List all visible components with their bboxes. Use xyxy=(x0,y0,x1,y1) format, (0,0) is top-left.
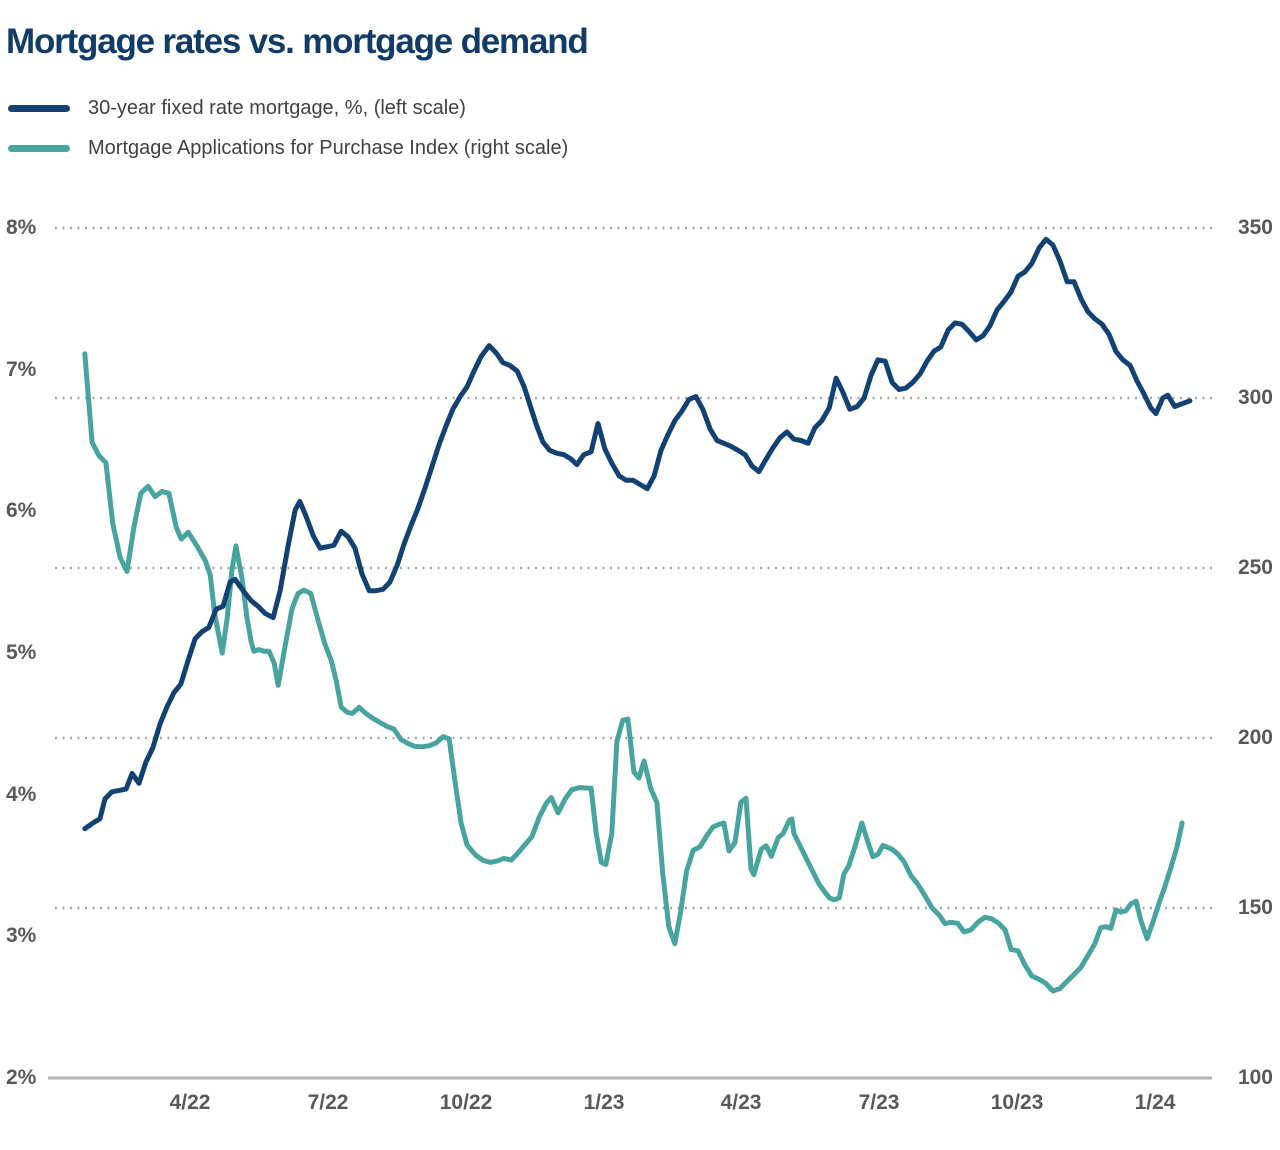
series-line-mortgage-rate-30yr xyxy=(82,236,1193,832)
y-axis-left-label-3pct: 3% xyxy=(6,924,37,947)
y-axis-right-label-150: 150 xyxy=(1237,896,1273,919)
x-axis-label-4-22: 4/22 xyxy=(169,1091,211,1114)
x-axis-label-1-24: 1/24 xyxy=(1134,1091,1176,1114)
legend-label-30yr-rate: 30-year fixed rate mortgage, %, (left sc… xyxy=(88,96,466,119)
page-title: Mortgage rates vs. mortgage demand xyxy=(6,22,589,61)
x-axis-label-4-23: 4/23 xyxy=(720,1091,762,1114)
y-axis-left-label-2pct: 2% xyxy=(6,1066,37,1089)
legend-item-purchase-index: Mortgage Applications for Purchase Index… xyxy=(8,135,568,161)
y-axis-left-label-8pct: 8% xyxy=(6,216,37,239)
x-axis-label-7-23: 7/23 xyxy=(858,1091,900,1114)
y-axis-right-label-250: 250 xyxy=(1237,556,1273,579)
y-axis-right-label-300: 300 xyxy=(1237,386,1273,409)
y-axis-right-label-350: 350 xyxy=(1237,216,1273,239)
legend-swatch-purchase-index-icon xyxy=(8,144,70,152)
y-axis-right-label-100: 100 xyxy=(1237,1066,1273,1089)
y-axis-left-label-7pct: 7% xyxy=(6,358,37,381)
series-line-purchase-index xyxy=(82,351,1185,994)
y-axis-left-label-6pct: 6% xyxy=(6,499,37,522)
legend-label-purchase-index: Mortgage Applications for Purchase Index… xyxy=(88,136,569,159)
legend-swatch-30yr-rate-icon xyxy=(8,104,70,112)
x-axis-label-7-22: 7/22 xyxy=(307,1091,349,1114)
x-axis-label-1-23: 1/23 xyxy=(583,1091,625,1114)
legend-item-30yr-rate: 30-year fixed rate mortgage, %, (left sc… xyxy=(8,95,466,121)
y-axis-left-label-4pct: 4% xyxy=(6,783,37,806)
y-axis-right-label-200: 200 xyxy=(1237,726,1273,749)
x-axis-label-10-23: 10/23 xyxy=(990,1091,1044,1114)
y-axis-left-label-5pct: 5% xyxy=(6,641,37,664)
x-axis-label-10-22: 10/22 xyxy=(439,1091,493,1114)
